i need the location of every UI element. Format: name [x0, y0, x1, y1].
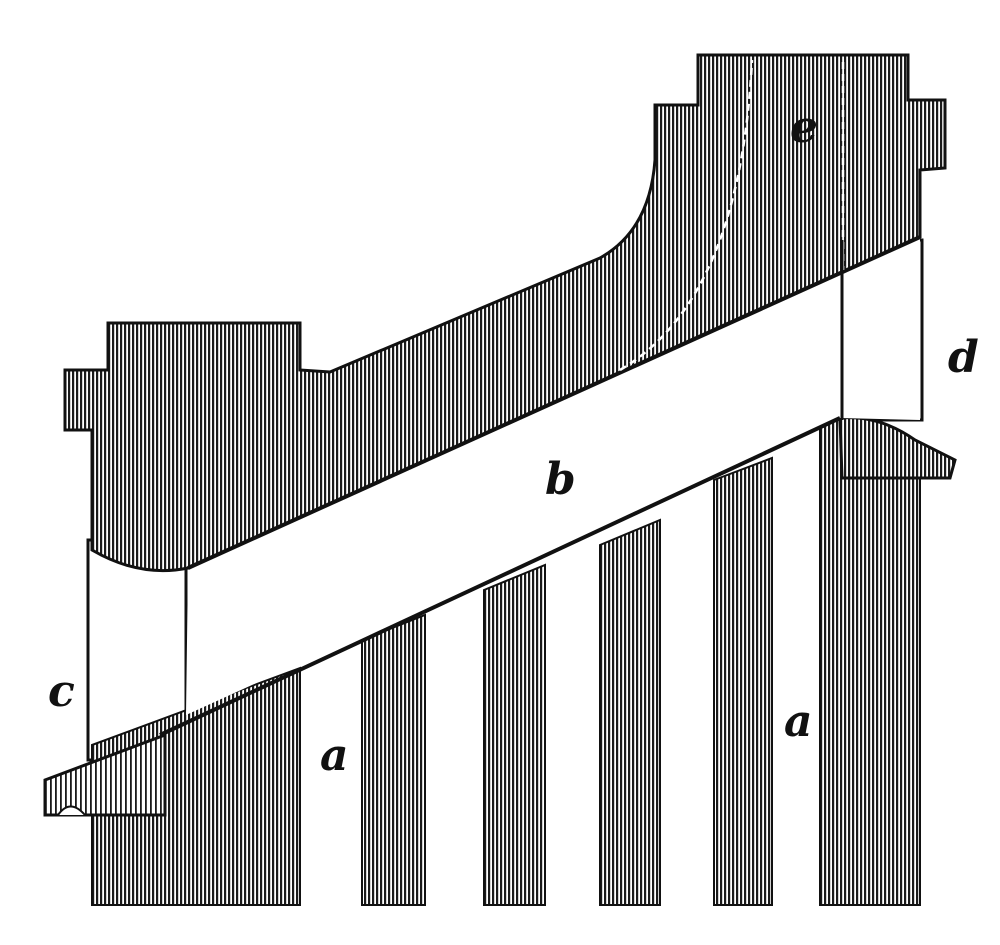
sloped-band-b — [159, 237, 920, 737]
label-d: d — [948, 332, 979, 383]
label-b: b — [545, 454, 576, 505]
label-a-right: a — [784, 696, 813, 747]
label-a-left: a — [320, 730, 349, 781]
label-e: e — [790, 102, 818, 153]
label-c: c — [48, 666, 75, 717]
right-cap-block — [838, 416, 957, 480]
vertical-bars — [361, 416, 921, 906]
left-foot-block — [43, 732, 167, 817]
upper-member-e — [63, 53, 947, 573]
